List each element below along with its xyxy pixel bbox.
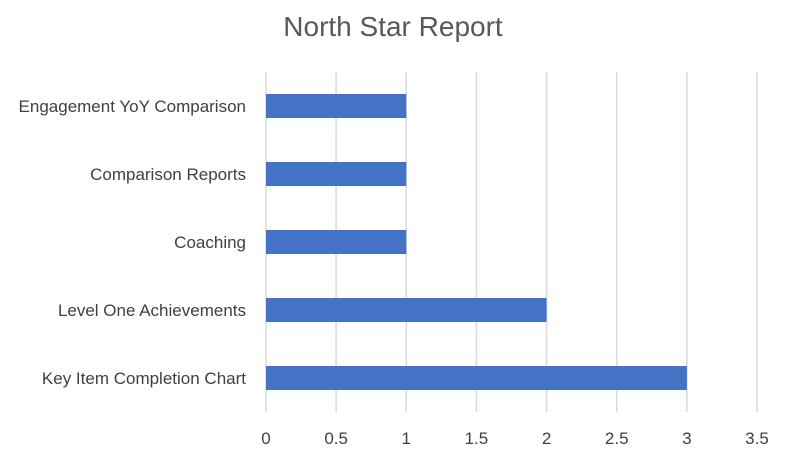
- category-label: Comparison Reports: [90, 165, 246, 184]
- x-tick-label: 0: [261, 429, 270, 448]
- bar: [266, 230, 407, 254]
- bar: [266, 298, 547, 322]
- bar: [266, 366, 687, 390]
- x-tick-label: 1: [402, 429, 411, 448]
- category-label: Coaching: [174, 233, 246, 252]
- chart-title: North Star Report: [283, 11, 503, 42]
- x-axis-tick-labels: 0 0.5 1 1.5 2 2.5 3 3.5: [261, 429, 769, 448]
- x-tick-label: 0.5: [324, 429, 348, 448]
- category-labels: Engagement YoY Comparison Comparison Repo…: [19, 97, 247, 388]
- x-tick-label: 3.5: [745, 429, 769, 448]
- bar: [266, 162, 407, 186]
- bar: [266, 94, 407, 118]
- x-tick-label: 2: [542, 429, 551, 448]
- bars: [266, 94, 687, 390]
- category-label: Engagement YoY Comparison: [19, 97, 246, 116]
- category-label: Level One Achievements: [58, 301, 246, 320]
- x-tick-label: 1.5: [465, 429, 489, 448]
- category-label: Key Item Completion Chart: [42, 369, 246, 388]
- x-tick-label: 3: [682, 429, 691, 448]
- x-tick-label: 2.5: [605, 429, 629, 448]
